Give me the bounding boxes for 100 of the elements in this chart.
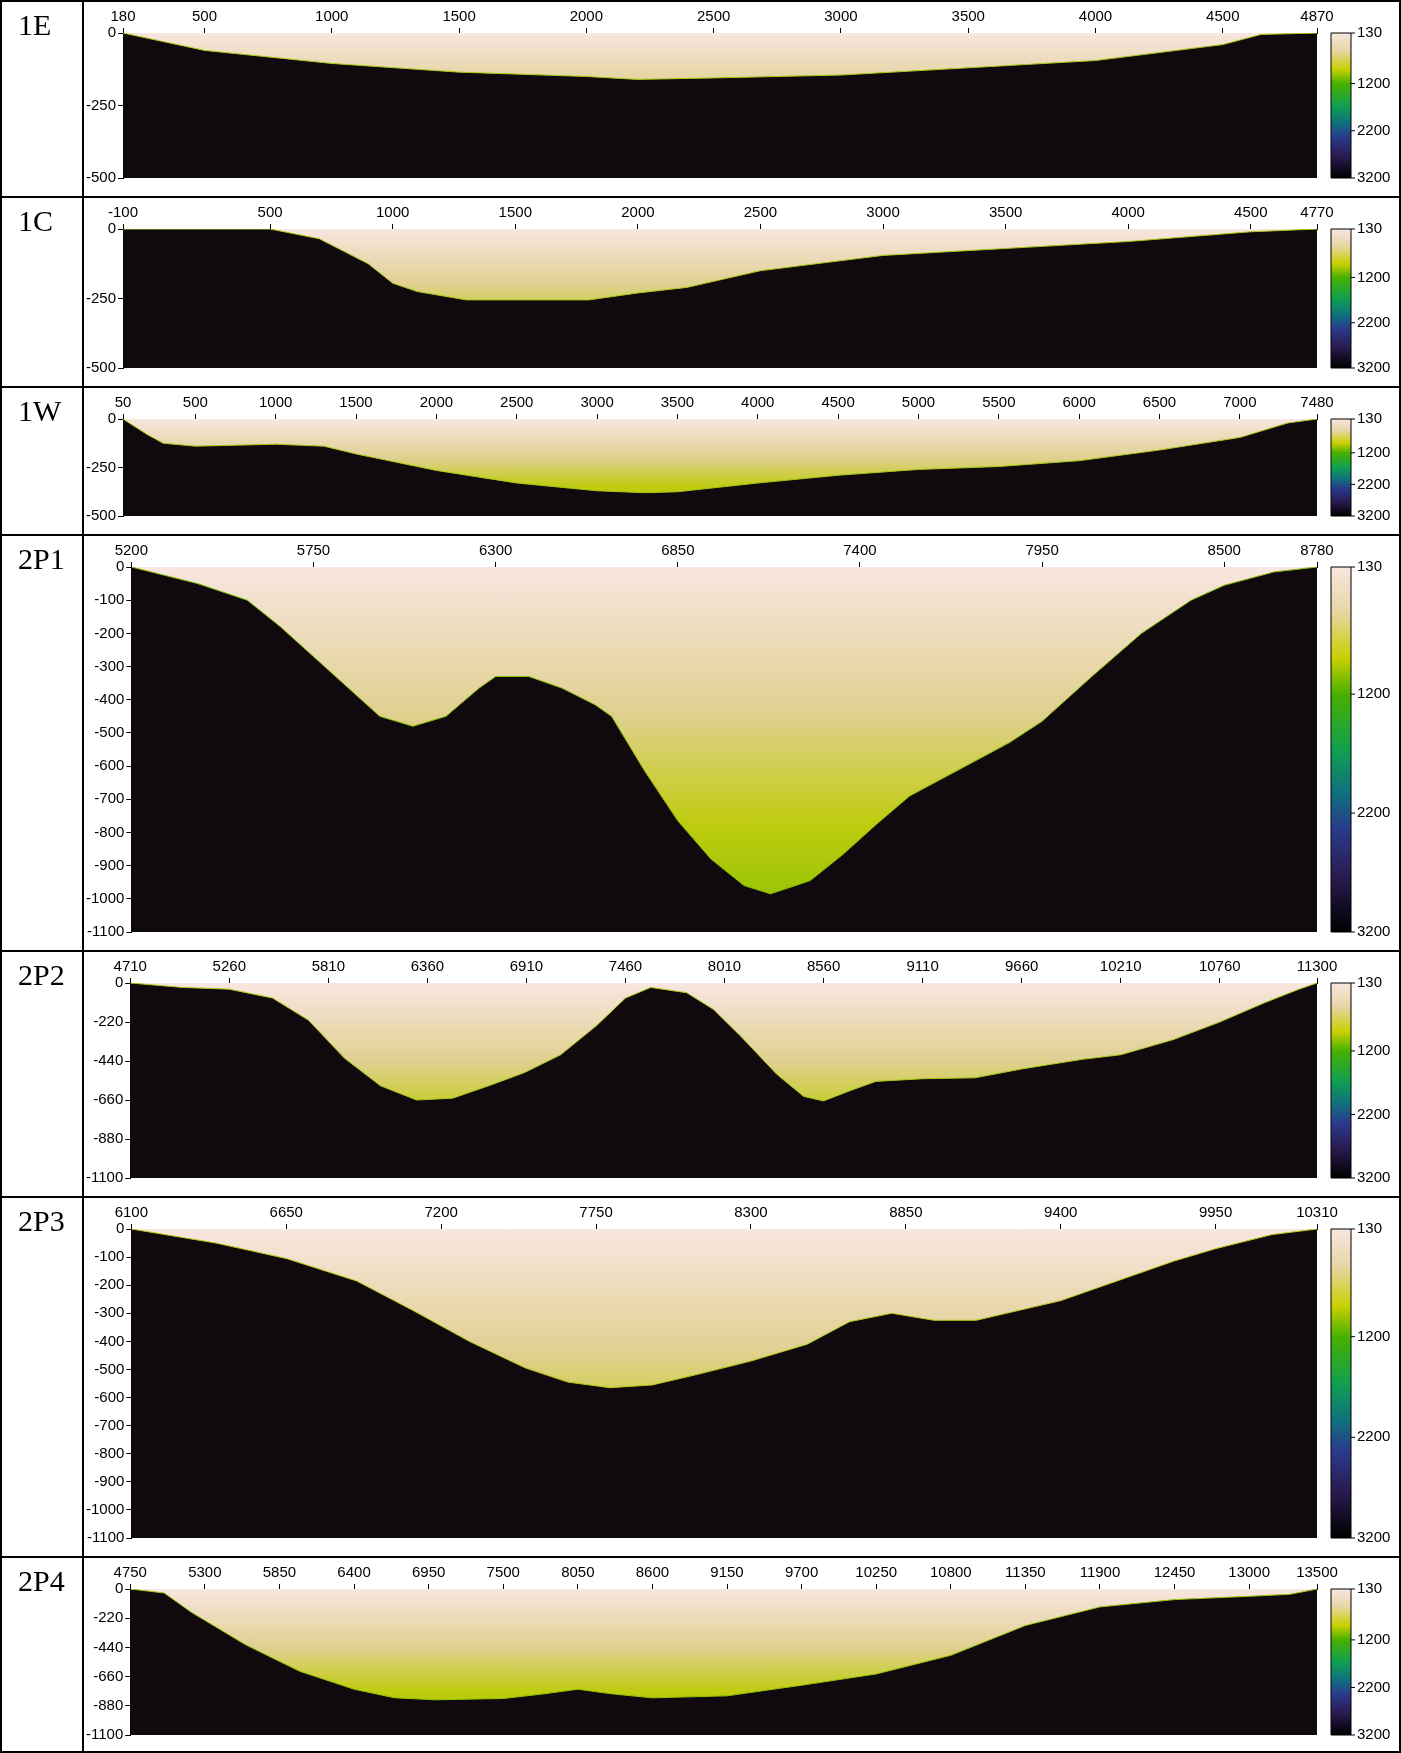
x-tick-label: 10800: [929, 1563, 972, 1581]
x-tick-label: 2500: [696, 7, 731, 25]
x-tick-label: 5200: [114, 541, 149, 559]
x-tick-label: 9400: [1044, 1203, 1078, 1221]
x-tick-label: 5750: [296, 541, 331, 559]
color-bar-label: 2200: [1357, 312, 1391, 330]
color-bar-label: 2200: [1357, 1104, 1391, 1122]
x-tick-label: 13000: [1228, 1563, 1271, 1581]
x-tick-label: 5810: [311, 957, 346, 975]
chart-title: 1W: [2, 388, 84, 534]
y-tick-label: 0: [114, 973, 124, 991]
y-tick-label: -200: [94, 1275, 125, 1293]
y-tick-label: -700: [94, 789, 125, 807]
x-tick-label: 6360: [410, 957, 445, 975]
y-tick-label: -900: [94, 855, 125, 873]
y-tick-label: -220: [93, 1012, 124, 1030]
x-tick-label: 1000: [376, 203, 410, 221]
y-tick-label: -900: [94, 1471, 125, 1489]
x-tick-label: 10760: [1198, 957, 1241, 975]
color-bar-label: 3200: [1357, 1725, 1391, 1743]
y-tick-label: -200: [94, 623, 125, 641]
y-tick-label: -500: [94, 1359, 125, 1377]
color-bar-label: 1200: [1357, 442, 1391, 460]
x-tick-label: 3000: [824, 7, 858, 25]
x-tick-label: 5260: [212, 957, 246, 975]
y-tick-label: 0: [107, 409, 117, 427]
x-tick-label: 4500: [821, 393, 855, 411]
x-tick-label: 7400: [843, 541, 877, 559]
color-bar-label: 2200: [1357, 1427, 1391, 1445]
x-tick-label: 5000: [901, 393, 936, 411]
x-tick-label: 2500: [500, 393, 534, 411]
x-tick-label: 8010: [707, 957, 742, 975]
y-tick-label: -1100: [87, 1528, 125, 1546]
chart-title: 2P1: [2, 536, 84, 950]
color-bar-label: 130: [1357, 409, 1383, 427]
y-tick-label: -880: [93, 1129, 124, 1147]
y-tick-label: -250: [85, 288, 117, 306]
x-tick-label: 4000: [1078, 7, 1113, 25]
color-bar-label: 130: [1357, 23, 1383, 41]
x-tick-label: 3000: [580, 393, 614, 411]
x-tick-label: 2000: [621, 203, 655, 221]
x-tick-label: 4500: [1206, 7, 1240, 25]
x-tick-label: 6300: [478, 541, 513, 559]
x-tick-label: 3000: [866, 203, 900, 221]
x-tick-label: 1500: [498, 203, 532, 221]
y-tick-label: 0: [114, 1579, 124, 1597]
x-tick-label: 6910: [509, 957, 544, 975]
y-tick-label: -440: [93, 1637, 124, 1655]
x-tick-label: 7750: [579, 1203, 613, 1221]
y-tick-label: -1100: [85, 1725, 124, 1743]
x-tick-label: 180: [110, 7, 136, 25]
color-bar-label: 3200: [1357, 168, 1391, 186]
y-tick-label: -660: [93, 1666, 124, 1684]
color-bar-label: 3200: [1357, 1168, 1391, 1186]
x-tick-label: 13500: [1296, 1563, 1338, 1581]
y-tick-label: 0: [107, 23, 117, 41]
color-bar-label: 3200: [1357, 1528, 1391, 1546]
x-tick-label: 7460: [608, 957, 643, 975]
y-tick-label: -880: [93, 1695, 124, 1713]
x-tick-label: 6500: [1142, 393, 1177, 411]
x-tick-label: 9700: [784, 1563, 819, 1581]
color-bar-label: 1200: [1357, 1326, 1391, 1344]
x-tick-label: 9110: [906, 957, 939, 975]
color-bar-label: 1200: [1357, 1041, 1391, 1059]
y-tick-label: -220: [93, 1608, 124, 1626]
chart-title: 2P4: [2, 1558, 84, 1751]
y-tick-label: -100: [94, 590, 125, 608]
x-tick-label: 2000: [419, 393, 454, 411]
y-tick-label: -300: [94, 656, 125, 674]
x-tick-label: 8780: [1300, 541, 1334, 559]
x-tick-label: 6100: [114, 1203, 149, 1221]
x-tick-label: 1000: [315, 7, 349, 25]
x-tick-label: 500: [257, 203, 283, 221]
y-tick-label: -500: [94, 723, 125, 741]
color-bar-label: 130: [1357, 557, 1383, 575]
y-tick-label: -1100: [87, 922, 125, 940]
color-bar-label: 1200: [1357, 267, 1391, 285]
x-tick-label: 8600: [635, 1563, 670, 1581]
x-tick-label: 7000: [1223, 393, 1257, 411]
y-tick-label: 0: [116, 557, 125, 575]
color-bar-label: 2200: [1357, 1677, 1391, 1695]
x-tick-label: 50: [114, 393, 132, 411]
x-tick-label: 10210: [1099, 957, 1142, 975]
x-tick-label: 1500: [442, 7, 476, 25]
y-tick-label: -440: [93, 1051, 124, 1069]
chart-title: 2P2: [2, 952, 84, 1196]
color-bar-label: 2200: [1357, 474, 1391, 492]
x-tick-label: 4710: [113, 957, 147, 975]
x-tick-label: 2500: [743, 203, 778, 221]
x-tick-label: 11350: [1005, 1563, 1046, 1581]
chart-title: 1C: [2, 198, 84, 386]
y-tick-label: -250: [85, 95, 117, 113]
x-tick-label: 4000: [741, 393, 775, 411]
y-tick-label: -800: [94, 822, 125, 840]
color-bar-label: 1200: [1357, 1630, 1391, 1648]
x-tick-label: 7480: [1300, 393, 1334, 411]
y-tick-label: -660: [93, 1090, 124, 1108]
chart-title: 1E: [2, 2, 84, 196]
x-tick-label: 7500: [486, 1563, 520, 1581]
y-tick-label: -500: [85, 358, 117, 376]
